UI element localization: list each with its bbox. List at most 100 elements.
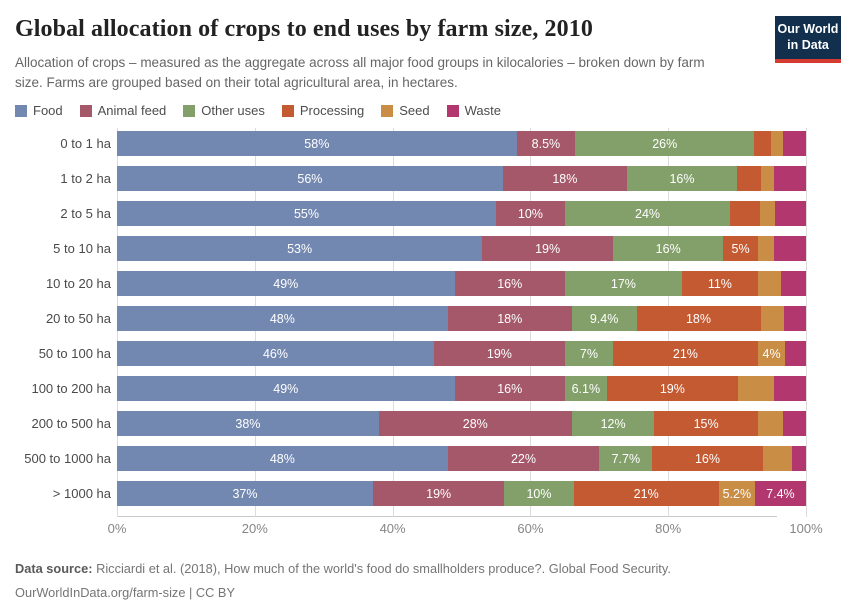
bar-segment-processing[interactable]: 21% <box>613 341 758 367</box>
data-source-label: Data source: <box>15 561 93 577</box>
bar-segment-processing[interactable]: 15% <box>654 411 758 437</box>
bar-segment-food[interactable]: 46% <box>117 341 434 367</box>
bar-segment-food[interactable]: 49% <box>117 376 455 402</box>
bar-segment-processing[interactable] <box>730 201 760 227</box>
bar-segment-processing[interactable]: 16% <box>652 446 763 472</box>
footer-link[interactable]: OurWorldInData.org/farm-size | CC BY <box>15 584 235 600</box>
bar-segment-animal-feed[interactable]: 8.5% <box>516 131 576 157</box>
bar-segment-processing[interactable] <box>737 166 762 192</box>
bar-segment-other-uses[interactable]: 26% <box>575 131 755 157</box>
bar-segment-seed[interactable] <box>762 446 793 472</box>
bar-segment-waste[interactable] <box>783 131 806 157</box>
legend-swatch-icon <box>446 104 459 117</box>
segment-value-label: 18% <box>685 311 712 326</box>
segment-value-label: 19% <box>659 381 685 396</box>
bar-segment-animal-feed[interactable]: 19% <box>482 236 614 262</box>
bar-segment-food[interactable]: 55% <box>117 201 496 227</box>
bar-segment-seed[interactable]: 5.2% <box>718 481 755 507</box>
bar-segment-animal-feed[interactable]: 16% <box>454 271 565 297</box>
bar-segment-waste[interactable] <box>774 166 806 192</box>
bar-segment-seed[interactable] <box>770 131 784 157</box>
bar-segment-animal-feed[interactable]: 22% <box>447 446 600 472</box>
row-label: 1 to 2 ha <box>60 171 111 187</box>
legend-item-food[interactable]: Food <box>15 103 63 118</box>
bar-segment-other-uses[interactable]: 9.4% <box>571 306 637 332</box>
x-axis-tick-label: 60% <box>517 521 544 537</box>
bar-segment-waste[interactable] <box>785 341 806 367</box>
legend-label: Animal feed <box>97 103 167 119</box>
bar-segment-other-uses[interactable]: 7.7% <box>599 446 653 472</box>
row-label: 10 to 20 ha <box>45 276 111 292</box>
bar-segment-other-uses[interactable]: 12% <box>571 411 655 437</box>
bar-segment-food[interactable]: 56% <box>117 166 503 192</box>
segment-value-label: 48% <box>269 311 295 326</box>
bar-row: 200 to 500 ha 38% 28% 12% 15% <box>15 411 806 437</box>
bar-segment-other-uses[interactable]: 7% <box>564 341 614 367</box>
bar-segment-food[interactable]: 37% <box>117 481 373 507</box>
legend-item-animal-feed[interactable]: Animal feed <box>79 103 167 119</box>
bar-segment-other-uses[interactable]: 6.1% <box>564 376 607 402</box>
bar-rows: 0 to 1 ha 58% 8.5% 26% 1 to 2 ha 56% 18% 16% 2 t… <box>15 131 806 507</box>
bar-segment-other-uses[interactable]: 17% <box>564 271 682 297</box>
legend-item-processing[interactable]: Processing <box>281 103 364 118</box>
segment-value-label: 7% <box>579 346 598 361</box>
bar-segment-processing[interactable]: 5% <box>723 236 758 262</box>
bar-segment-animal-feed[interactable]: 19% <box>372 481 505 507</box>
segment-value-label: 49% <box>273 381 299 396</box>
data-source-text: Ricciardi et al. (2018), How much of the… <box>92 561 671 577</box>
x-axis-tick-label: 20% <box>241 521 268 537</box>
stacked-bar: 46% 19% 7% 21% 4% <box>117 341 806 367</box>
bar-segment-food[interactable]: 49% <box>117 271 455 297</box>
bar-segment-processing[interactable]: 21% <box>573 481 719 507</box>
segment-value-label: 18% <box>497 311 523 326</box>
bar-segment-animal-feed[interactable]: 10% <box>495 201 565 227</box>
bar-segment-other-uses[interactable]: 10% <box>504 481 574 507</box>
stacked-bar: 48% 18% 9.4% 18% <box>117 306 806 332</box>
bar-segment-seed[interactable] <box>760 306 784 332</box>
bar-segment-processing[interactable]: 19% <box>606 376 738 402</box>
bar-segment-food[interactable]: 48% <box>117 446 448 472</box>
bar-segment-waste[interactable]: 7.4% <box>754 481 806 507</box>
bar-segment-waste[interactable] <box>782 411 806 437</box>
bar-segment-seed[interactable] <box>757 236 774 262</box>
bar-row: 2 to 5 ha 55% 10% 24% <box>15 201 806 227</box>
legend: Food Animal feed Other uses Processing Seed W… <box>15 103 835 118</box>
legend-item-other-uses[interactable]: Other uses <box>183 103 265 118</box>
segment-value-label: 26% <box>652 136 678 151</box>
legend-item-seed[interactable]: Seed <box>381 103 430 118</box>
bar-segment-waste[interactable] <box>773 236 806 262</box>
bar-segment-food[interactable]: 48% <box>117 306 448 332</box>
bar-segment-seed[interactable] <box>737 376 774 402</box>
bar-segment-waste[interactable] <box>780 271 806 297</box>
bar-segment-other-uses[interactable]: 16% <box>626 166 738 192</box>
bar-segment-waste[interactable] <box>775 201 806 227</box>
bar-segment-other-uses[interactable]: 24% <box>564 201 731 227</box>
segment-value-label: 10% <box>517 206 543 221</box>
segment-value-label: 19% <box>486 346 512 361</box>
bar-segment-waste[interactable] <box>783 306 806 332</box>
bar-segment-seed[interactable] <box>759 201 775 227</box>
bar-segment-animal-feed[interactable]: 16% <box>454 376 565 402</box>
bar-segment-animal-feed[interactable]: 18% <box>502 166 627 192</box>
bar-segment-other-uses[interactable]: 16% <box>613 236 724 262</box>
bar-segment-animal-feed[interactable]: 18% <box>447 306 572 332</box>
bar-segment-processing[interactable] <box>754 131 771 157</box>
bar-segment-animal-feed[interactable]: 19% <box>433 341 565 367</box>
bar-segment-processing[interactable]: 11% <box>681 271 758 297</box>
legend-item-waste[interactable]: Waste <box>446 103 501 118</box>
bar-segment-food[interactable]: 38% <box>117 411 379 437</box>
bar-segment-waste[interactable] <box>792 446 806 472</box>
owid-logo[interactable]: Our World in Data <box>775 16 841 63</box>
bar-row: 10 to 20 ha 49% 16% 17% 11% <box>15 271 806 297</box>
segment-value-label: 55% <box>293 206 319 221</box>
bar-segment-processing[interactable]: 18% <box>636 306 761 332</box>
bar-segment-food[interactable]: 53% <box>117 236 483 262</box>
bar-segment-seed[interactable] <box>761 166 775 192</box>
bar-segment-animal-feed[interactable]: 28% <box>378 411 572 437</box>
bar-segment-food[interactable]: 58% <box>117 131 517 157</box>
bar-segment-seed[interactable] <box>757 271 781 297</box>
bar-segment-seed[interactable]: 4% <box>757 341 786 367</box>
bar-segment-waste[interactable] <box>773 376 806 402</box>
row-label: 20 to 50 ha <box>45 311 111 327</box>
bar-segment-seed[interactable] <box>757 411 783 437</box>
